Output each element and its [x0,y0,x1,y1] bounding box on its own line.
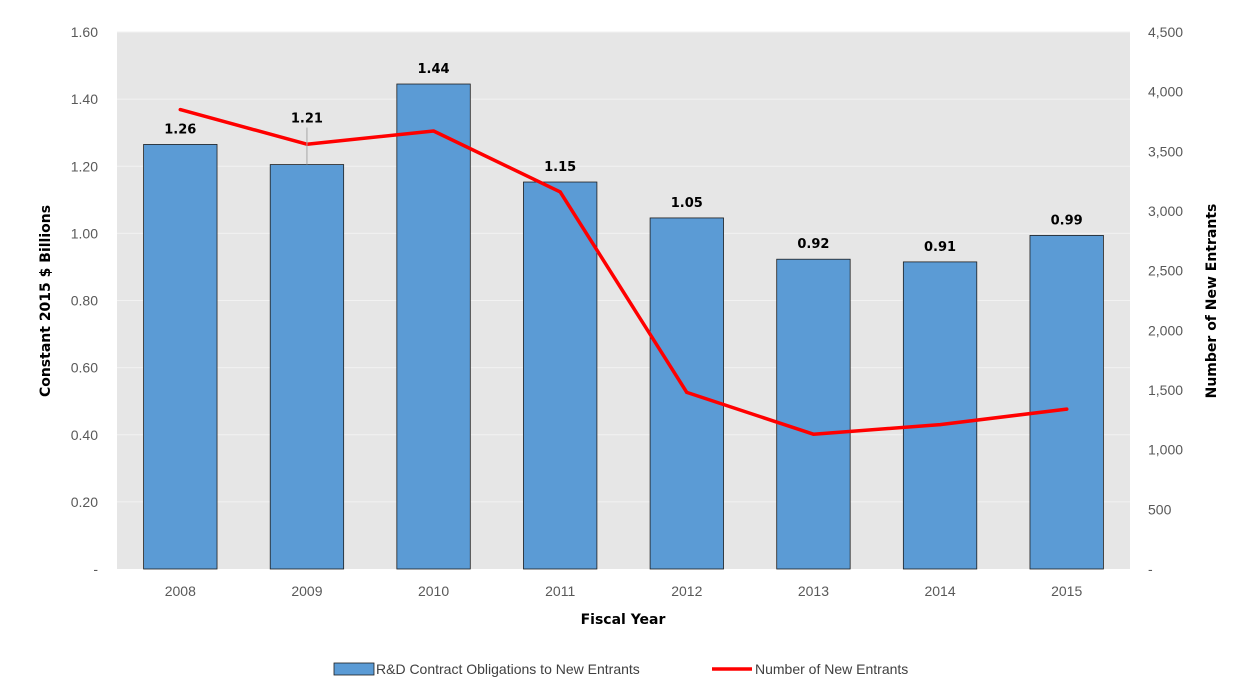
x-tick-label: 2009 [291,583,322,599]
bar-data-label: 1.44 [418,62,450,77]
line-point [938,423,942,427]
bar [902,261,978,570]
right-tick-label: - [1148,561,1153,577]
bar-data-label: 0.92 [797,237,829,252]
x-tick-label: 2015 [1051,583,1082,599]
left-tick-label: 1.00 [71,225,98,241]
x-tick-label: 2013 [798,583,829,599]
bar-data-label: 0.91 [924,240,956,255]
x-tick-label: 2008 [165,583,196,599]
bar-data-label: 1.26 [164,122,196,137]
left-tick-label: 1.20 [71,158,98,174]
bar [776,258,851,570]
legend-line-label: Number of New Entrants [755,661,908,677]
legend: R&D Contract Obligations to New Entrants… [333,661,908,677]
right-tick-label: 4,000 [1148,84,1183,100]
right-tick-label: 3,500 [1148,143,1183,159]
right-axis-title: Number of New Entrants [1204,204,1220,399]
x-tick-label: 2011 [545,583,575,599]
line-point [685,390,689,394]
bar-data-label: 1.05 [671,196,703,211]
bar [1029,234,1104,570]
left-axis-ticks: - 0.20 0.40 0.60 0.80 1.00 1.20 1.40 1.60 [71,24,99,577]
bar-data-label: 1.21 [291,112,323,127]
bar-data-label: 0.99 [1051,213,1083,228]
line-path [178,107,1069,436]
line-point [811,432,816,436]
x-tick-label: 2014 [924,583,955,599]
x-axis-ticks: 2008 2009 2010 2011 2012 2013 2014 2015 [165,583,1083,599]
right-tick-label: 2,000 [1148,322,1183,338]
bar [523,181,598,570]
left-axis-title: Constant 2015 $ Billions [38,205,54,397]
x-tick-label: 2012 [671,583,702,599]
line-series [178,107,1069,436]
line-point [1065,407,1069,411]
left-tick-label: - [93,561,98,577]
right-tick-label: 1,000 [1148,442,1183,458]
right-tick-label: 3,000 [1148,203,1183,219]
bar [396,83,471,570]
right-axis-ticks: - 500 1,000 1,500 2,000 2,500 3,000 3,500 4,000 4… [1148,24,1183,577]
legend-bar-swatch [333,662,375,676]
legend-bar-label: R&D Contract Obligations to New Entrants [376,661,640,677]
left-tick-label: 1.40 [71,91,98,107]
left-tick-label: 0.80 [71,293,98,309]
x-tick-label: 2010 [418,583,449,599]
left-tick-label: 1.60 [71,24,98,40]
left-tick-label: 0.40 [71,427,98,443]
right-tick-label: 500 [1148,501,1172,517]
right-tick-label: 1,500 [1148,382,1183,398]
bar [143,144,218,570]
data-labels: 1.26 1.21 1.44 1.15 1.05 0.92 0.91 0.99 [164,62,1082,255]
line-point [178,107,182,112]
bar-data-label: 1.15 [544,160,576,175]
line-point [558,190,562,194]
line-point [431,129,436,133]
right-tick-label: 2,500 [1148,263,1183,279]
left-tick-label: 0.60 [71,360,98,376]
right-tick-label: 4,500 [1148,24,1183,40]
bar [269,164,345,570]
bar-series [143,83,1104,570]
x-axis-title: Fiscal Year [581,612,666,628]
left-tick-label: 0.20 [71,494,98,510]
